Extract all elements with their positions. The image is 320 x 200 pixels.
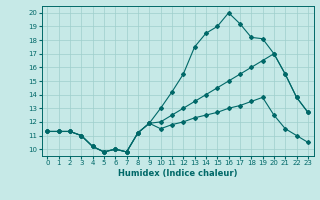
X-axis label: Humidex (Indice chaleur): Humidex (Indice chaleur) bbox=[118, 169, 237, 178]
